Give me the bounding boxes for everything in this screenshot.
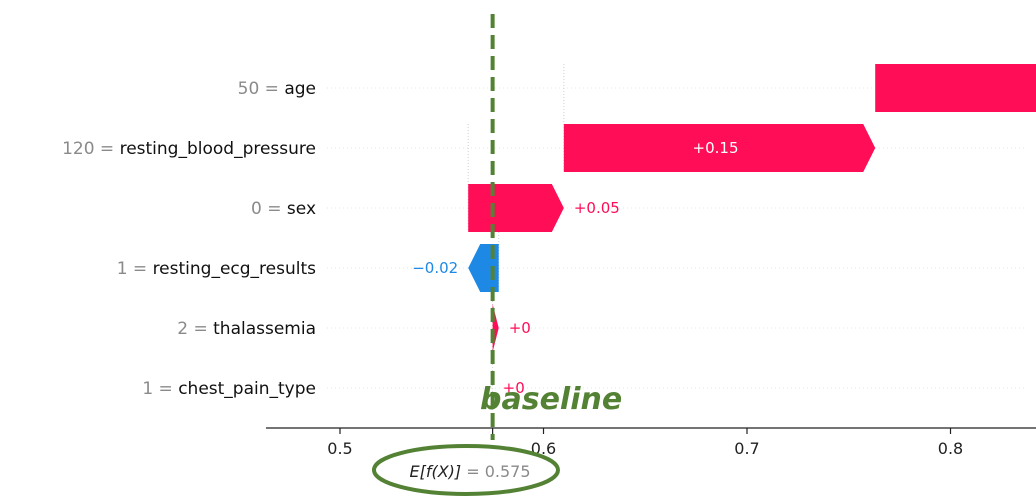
feature-label: 50 = age (238, 79, 316, 99)
base-value-prefix: E[f(X)] (409, 462, 466, 481)
feature-name: thalassemia (213, 319, 316, 339)
feature-value: 120 = (62, 139, 120, 159)
row-gridlines (327, 87, 1026, 389)
base-value-label: E[f(X)] = 0.575 (409, 462, 530, 481)
baseline-annotation: baseline (480, 382, 622, 417)
feature-label: 1 = resting_ecg_results (117, 259, 316, 279)
feature-value: 1 = (117, 259, 153, 279)
contribution-label: +0.05 (574, 199, 620, 217)
feature-label: 0 = sex (251, 199, 316, 219)
contribution-bar (563, 124, 876, 172)
feature-value: 0 = (251, 199, 287, 219)
feature-labels: 50 = age+0.24120 = resting_blood_pressur… (62, 79, 739, 399)
base-value-highlight-circle (372, 444, 560, 496)
feature-label: 1 = chest_pain_type (142, 379, 316, 399)
contribution-bar (468, 184, 564, 232)
feature-name: chest_pain_type (178, 379, 316, 399)
feature-label: 120 = resting_blood_pressure (62, 139, 316, 159)
base-value-number: = 0.575 (466, 462, 530, 481)
x-axis-tick-label: 0.7 (734, 439, 759, 458)
feature-name: age (284, 79, 316, 99)
contribution-bars (468, 64, 1036, 352)
feature-name: resting_ecg_results (153, 259, 317, 279)
feature-label: 2 = thalassemia (177, 319, 316, 339)
feature-value: 2 = (177, 319, 213, 339)
feature-value: 1 = (142, 379, 178, 399)
contribution-label: +0 (509, 319, 531, 337)
contribution-label: +0 (503, 379, 525, 397)
feature-name: sex (287, 199, 316, 219)
x-axis: 0.50.60.70.80.91.0 (265, 427, 1036, 458)
contribution-bar (875, 64, 1036, 112)
x-axis-tick-label: 0.5 (327, 439, 352, 458)
x-axis-tick-label: 0.8 (938, 439, 963, 458)
feature-value: 50 = (238, 79, 285, 99)
feature-name: resting_blood_pressure (120, 139, 316, 159)
contribution-label: +0.15 (693, 139, 739, 157)
contribution-label: −0.02 (412, 259, 458, 277)
